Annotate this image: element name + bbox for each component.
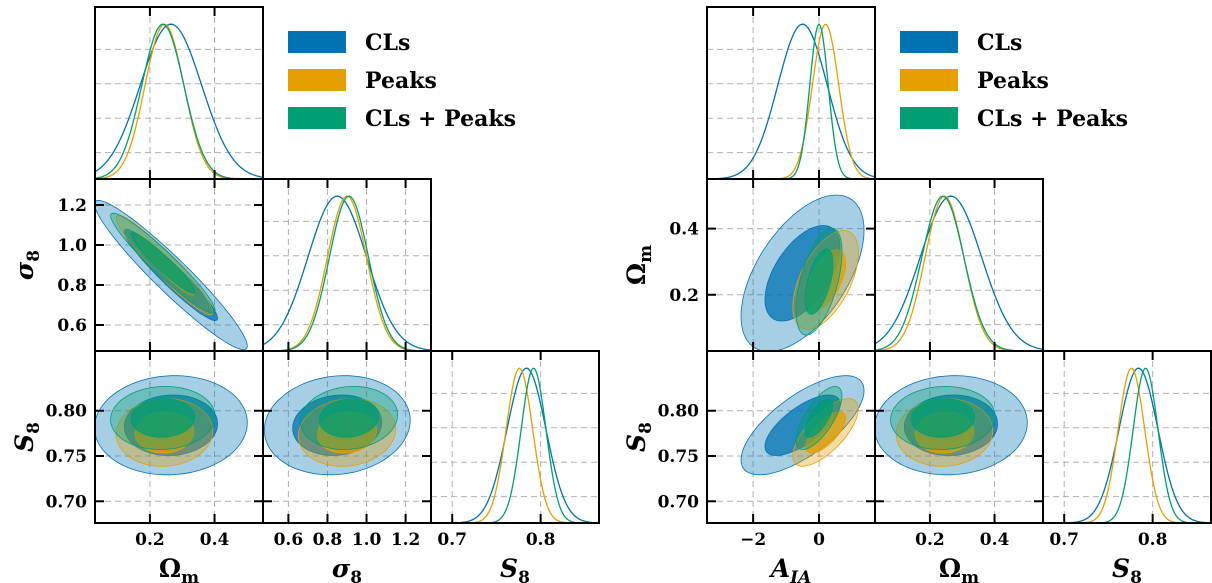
x-tick-label: −2 (740, 530, 766, 550)
y-tick-label: 1.2 (57, 196, 87, 216)
corner-plot-1: 0.6 0.8 1.0 1.2 0.2 0.4 0.70 0.75 0.80 0.6 0.8 1.0 1… (10, 6, 600, 583)
panel-s8-S8: 0.6 0.8 1.0 1.2 (262, 350, 432, 550)
legend-label: CLs (365, 30, 410, 56)
legend-swatch-cls (900, 31, 958, 53)
contour-68-cls-peaks (804, 248, 834, 315)
marginal-curve-cls-peaks (707, 23, 875, 179)
legend-label: CLs (977, 30, 1022, 56)
marginal-curve-cls-peaks (431, 367, 599, 523)
panel-Om-Om (94, 6, 264, 180)
legend: CLs Peaks CLs + Peaks (288, 30, 516, 132)
marginal-curve-peaks (875, 195, 1043, 351)
x-tick-label: 1.2 (391, 530, 421, 550)
panel-s8-s8 (262, 178, 432, 352)
y-tick-label: 0.6 (57, 316, 87, 336)
x-tick-label: 0.8 (526, 530, 556, 550)
y-tick-label: 0.75 (658, 447, 699, 467)
panel-Om-s8: 0.6 0.8 1.0 1.2 (57, 178, 264, 352)
panel-frame (94, 6, 264, 180)
contour-68-cls-peaks (130, 398, 196, 438)
legend-label: CLs + Peaks (365, 106, 516, 132)
y-tick-label: 0.70 (658, 492, 700, 512)
legend: CLs Peaks CLs + Peaks (900, 30, 1128, 132)
x-axis-label-Om: Ωm (939, 554, 979, 583)
contour-68-cls-peaks (804, 398, 834, 438)
x-tick-label: 1.0 (352, 530, 382, 550)
x-tick-label: 0.2 (915, 530, 945, 550)
y-tick-label: 0.2 (669, 286, 699, 306)
x-axis-label-S8: S8 (500, 554, 530, 583)
panel-Om-S8: 0.2 0.4 (874, 350, 1044, 550)
panel-frame (874, 178, 1044, 352)
marginal-curve-cls-peaks (1043, 367, 1211, 523)
x-axis-label-S8: S8 (1112, 554, 1142, 583)
legend-swatch-peaks (900, 69, 958, 91)
y-tick-label: 0.70 (46, 492, 88, 512)
marginal-curve-cls (431, 367, 599, 523)
x-tick-label: 0.8 (1138, 530, 1168, 550)
x-tick-label: 0.6 (274, 530, 304, 550)
marginal-curve-peaks (707, 23, 875, 179)
panel-Om-Om (874, 178, 1044, 352)
x-axis-label-Om: Ωm (159, 554, 199, 583)
y-axis-label-S8: S8 (622, 422, 656, 452)
marginal-curve-cls (95, 23, 263, 178)
y-tick-label: 0.75 (46, 447, 87, 467)
y-axis-label-Om: Ωm (622, 245, 656, 285)
marginal-curve-cls (875, 195, 1043, 350)
panel-frame (1042, 350, 1212, 524)
marginal-curve-cls (263, 195, 431, 351)
marginal-curve-cls-peaks (263, 195, 431, 351)
panel-frame (430, 350, 600, 524)
y-axis-label-S8: S8 (10, 422, 44, 452)
y-tick-label: 0.80 (658, 402, 700, 422)
y-axis-label-s8: σ8 (10, 250, 44, 280)
legend-label: Peaks (977, 68, 1049, 94)
x-tick-label: 0.8 (313, 530, 343, 550)
panel-AIA-AIA (706, 6, 876, 180)
y-tick-label: 0.80 (46, 402, 88, 422)
x-tick-label: 0.7 (1049, 530, 1079, 550)
legend-swatch-peaks (288, 69, 346, 91)
y-tick-label: 0.8 (57, 276, 87, 296)
legend-label: CLs + Peaks (977, 106, 1128, 132)
x-tick-label: 0 (813, 530, 825, 550)
x-tick-label: 0.4 (980, 530, 1010, 550)
marginal-curve-peaks (95, 23, 263, 179)
contour-68-cls-peaks (910, 398, 976, 438)
legend-swatch-cls-peaks (288, 107, 346, 129)
corner-plot-2: 0.2 0.4 −2 0 0.70 0.75 0.80 0.2 0.4 0.7 0.8 AIA Ωm S8… (622, 6, 1212, 583)
panel-Om-S8: 0.2 0.4 0.70 0.75 0.80 (46, 350, 264, 550)
legend-swatch-cls (288, 31, 346, 53)
marginal-curve-cls (1043, 367, 1211, 523)
legend-label: Peaks (365, 68, 437, 94)
panel-AIA-S8: −2 0 0.70 0.75 0.80 (658, 350, 876, 550)
contour-68-cls-peaks (318, 398, 379, 438)
panel-S8-S8: 0.7 0.8 (430, 350, 600, 550)
panel-S8-S8: 0.7 0.8 (1042, 350, 1212, 550)
marginal-curve-cls (707, 23, 875, 179)
x-tick-label: 0.2 (135, 530, 165, 550)
x-axis-label-AIA: AIA (769, 554, 812, 583)
x-axis-label-s8: σ8 (332, 554, 362, 583)
y-tick-label: 1.0 (57, 236, 87, 256)
marginal-curve-cls-peaks (95, 23, 263, 179)
marginal-curve-cls-peaks (875, 195, 1043, 351)
x-tick-label: 0.7 (437, 530, 467, 550)
contour-68-peaks (805, 411, 846, 454)
contour-68-cls-peaks (130, 232, 196, 294)
x-tick-label: 0.4 (200, 530, 230, 550)
panel-AIA-Om: 0.2 0.4 (669, 178, 876, 352)
legend-swatch-cls-peaks (900, 107, 958, 129)
y-tick-label: 0.4 (669, 220, 699, 240)
